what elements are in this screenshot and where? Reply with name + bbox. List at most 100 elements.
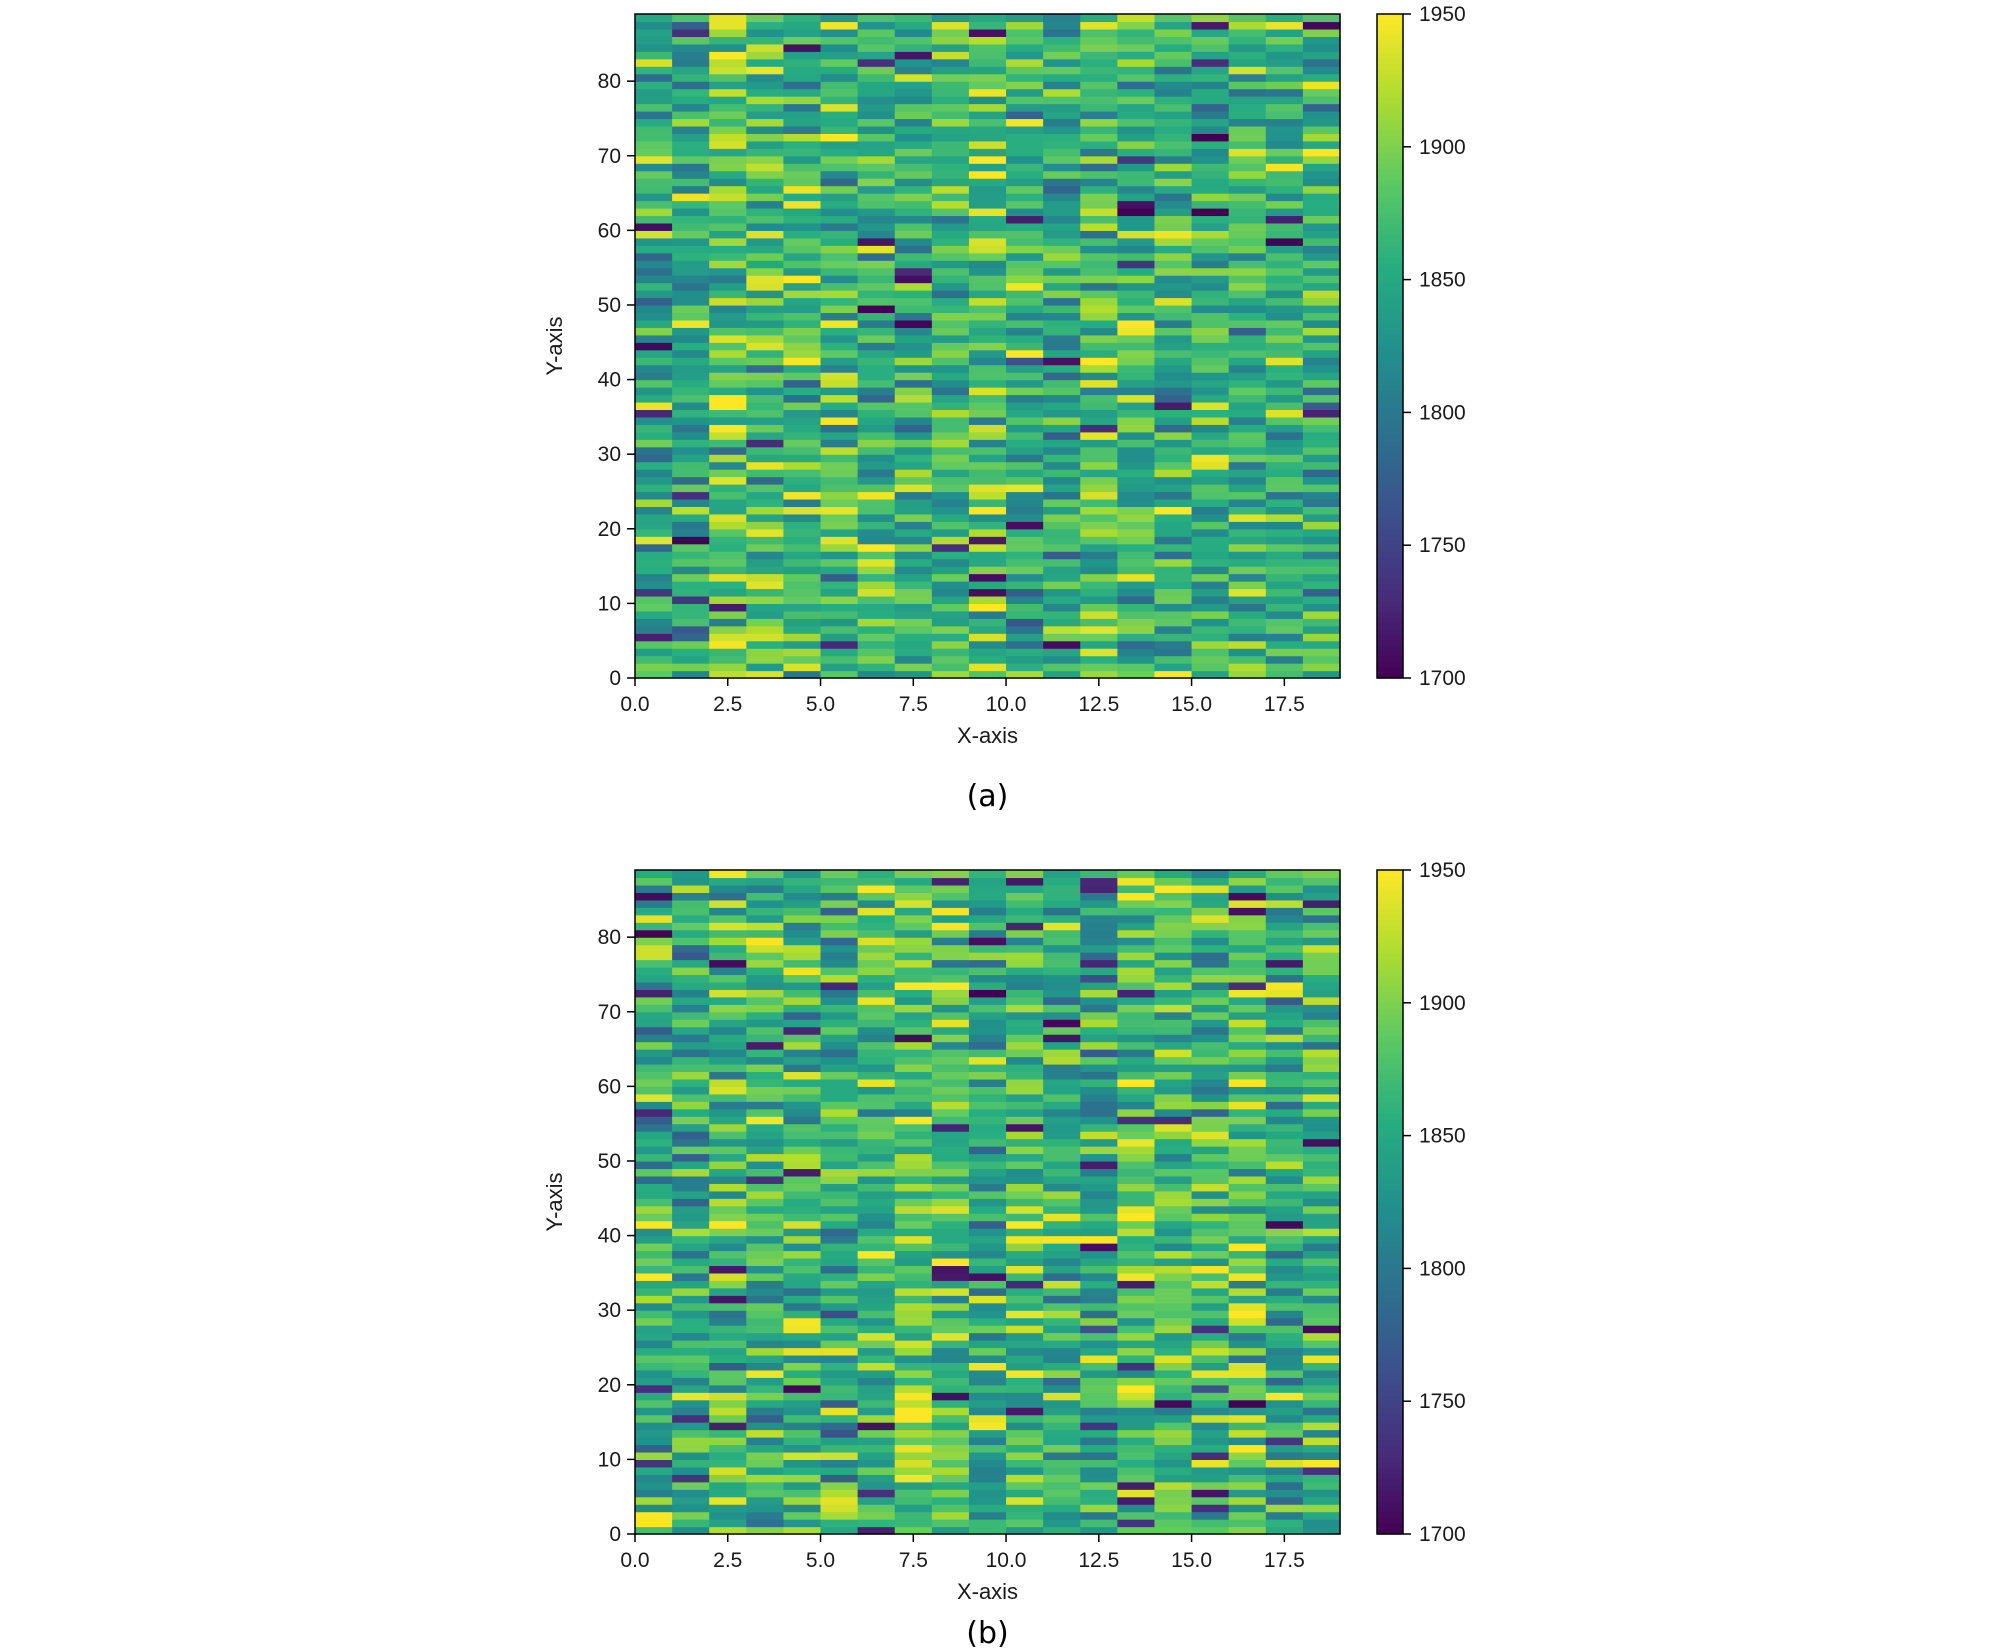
heatmap-cell [1080, 1004, 1118, 1013]
heatmap-cell [820, 1086, 859, 1095]
heatmap-cell [968, 595, 1007, 604]
heatmap-cell [1043, 21, 1081, 30]
heatmap-cell [1117, 1101, 1156, 1110]
heatmap-cell [1117, 81, 1156, 90]
heatmap-cell [894, 1056, 933, 1065]
heatmap-cell [1265, 618, 1304, 627]
heatmap-cell [709, 51, 747, 60]
heatmap-cell [1154, 573, 1193, 582]
heatmap-cell [1191, 1369, 1230, 1378]
heatmap-cell [1191, 349, 1230, 358]
heatmap-cell [1191, 200, 1230, 209]
heatmap-cell [1302, 125, 1341, 134]
heatmap-cell [820, 1369, 859, 1378]
heatmap-cell [1265, 1034, 1304, 1043]
heatmap-cell [672, 1325, 710, 1334]
heatmap-cell [672, 282, 710, 291]
heatmap-cell [1117, 1205, 1156, 1214]
heatmap-cell [1043, 1429, 1081, 1438]
heatmap-cell [1154, 981, 1193, 990]
heatmap-cell [1154, 66, 1193, 75]
heatmap-cell [635, 260, 673, 269]
heatmap-cell [1265, 1116, 1304, 1125]
heatmap-cell [1302, 1384, 1341, 1393]
heatmap-cell [709, 981, 747, 990]
heatmap-cell [635, 1302, 673, 1311]
heatmap-cell [931, 996, 970, 1005]
heatmap-cell [968, 394, 1007, 403]
heatmap-cell [1043, 528, 1081, 537]
heatmap-cell [968, 892, 1007, 901]
heatmap-cell [1043, 51, 1081, 60]
heatmap-cell [709, 1422, 747, 1431]
heatmap-cell [672, 1392, 710, 1401]
heatmap-cell [857, 207, 896, 217]
heatmap-cell [931, 929, 970, 938]
heatmap-cell [931, 1437, 970, 1446]
heatmap-cell [968, 245, 1007, 254]
heatmap-cell [1228, 1250, 1267, 1259]
heatmap-cell [746, 914, 785, 923]
heatmap-cell [894, 1354, 933, 1363]
heatmap-cell [1228, 1310, 1267, 1319]
heatmap-cell [783, 959, 822, 968]
heatmap-cell [1117, 387, 1156, 396]
heatmap-cell [968, 163, 1007, 172]
heatmap-cell [931, 372, 970, 381]
heatmap-cell [968, 1429, 1007, 1438]
heatmap-cell [1080, 573, 1118, 582]
heatmap-cell [1265, 379, 1304, 388]
heatmap-cell [1265, 491, 1304, 500]
heatmap-cell [709, 521, 747, 530]
heatmap-cell [635, 51, 673, 60]
heatmap-cell [931, 966, 970, 976]
heatmap-cell [1302, 357, 1341, 366]
heatmap-cell [820, 267, 859, 276]
colorbar-segment [1377, 1401, 1403, 1408]
heatmap-cell [1043, 58, 1081, 67]
heatmap-cell [1117, 1213, 1156, 1222]
heatmap-cell [820, 461, 859, 470]
heatmap-cell [635, 14, 673, 23]
heatmap-cell [968, 1422, 1007, 1431]
heatmap-cell [672, 1198, 710, 1207]
heatmap-cell [857, 1422, 896, 1431]
heatmap-cell [1228, 981, 1267, 990]
heatmap-cell [968, 610, 1007, 619]
y-tick-label: 0 [609, 1523, 621, 1546]
heatmap-cell [1265, 1056, 1304, 1065]
heatmap-cell [820, 907, 859, 916]
heatmap-cell [1191, 633, 1230, 642]
heatmap-cell [1117, 1392, 1156, 1401]
heatmap-cell [672, 521, 710, 530]
heatmap-cell [783, 566, 822, 575]
heatmap-cell [1302, 290, 1341, 299]
colorbar-segment [1377, 1002, 1403, 1009]
heatmap-cell [968, 81, 1007, 90]
heatmap-cell [1154, 215, 1193, 224]
heatmap-cell [1228, 469, 1267, 478]
colorbar-segment [1377, 1268, 1403, 1275]
colorbar-segment [1377, 991, 1403, 998]
colorbar-segment [1377, 1107, 1403, 1115]
y-tick-label: 80 [598, 926, 621, 949]
heatmap-cell [635, 275, 673, 284]
heatmap-cell [1080, 1138, 1118, 1147]
heatmap-cell [931, 974, 970, 983]
heatmap-cell [746, 1123, 785, 1132]
heatmap-cell [968, 655, 1007, 664]
heatmap-cell [931, 1519, 970, 1528]
heatmap-cell [1154, 439, 1193, 448]
heatmap-cell [1302, 1213, 1341, 1222]
heatmap-cell [1228, 155, 1267, 164]
heatmap-cell [968, 1466, 1007, 1475]
heatmap-cell [968, 73, 1007, 82]
heatmap-cell [894, 1444, 933, 1453]
heatmap-cell [820, 73, 859, 82]
heatmap-cell [746, 476, 785, 485]
heatmap-cell [783, 966, 822, 976]
heatmap-cell [1154, 892, 1193, 901]
heatmap-cell [1080, 357, 1118, 366]
heatmap-cell [672, 1108, 710, 1117]
heatmap-cell [1043, 1019, 1081, 1028]
